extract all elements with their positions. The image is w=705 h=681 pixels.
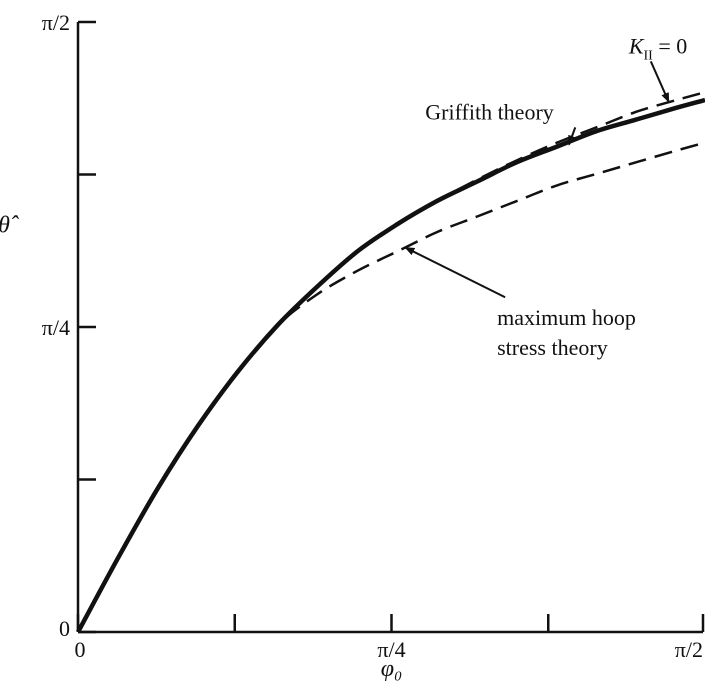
annotation-hoop: maximum hoop stress theory (404, 246, 636, 360)
series-k-ii-0 (76, 90, 705, 633)
annotation-hoop-label-0: maximum hoop (497, 305, 636, 330)
annotation-k2-label: KII = 0 (628, 33, 687, 63)
annotation-hoop-arrow (404, 246, 506, 299)
y-axis-label: θ̂ (0, 212, 19, 238)
y-ticks: 0 π/4 π/2 (42, 10, 96, 641)
x-tick-label-2: π/4 (377, 637, 405, 662)
series-group (76, 90, 705, 634)
series-griffith-theory (76, 97, 705, 634)
y-tick-label-2: π/4 (42, 315, 70, 340)
y-tick-label-4: π/2 (42, 10, 70, 35)
annotation-griffith: Griffith theory (425, 99, 577, 146)
annotation-k2-arrow (649, 60, 670, 103)
x-tick-label-0: 0 (75, 637, 86, 662)
series-maximum-hoop-stress-theory (76, 141, 705, 633)
x-tick-label-4: π/2 (675, 637, 703, 662)
annotation-griffith-label: Griffith theory (425, 99, 554, 124)
annotations: KII = 0 Griffith theory maximum hoop stress… (404, 33, 687, 360)
annotation-hoop-label-1: stress theory (497, 335, 608, 360)
annotation-k2: KII = 0 (628, 33, 687, 103)
x-ticks: 0 π/4 π/2 (75, 614, 705, 662)
annotation-griffith-arrow (568, 127, 577, 146)
y-tick-label-0: 0 (59, 616, 70, 641)
x-axis-label: φ₀ (381, 656, 403, 681)
